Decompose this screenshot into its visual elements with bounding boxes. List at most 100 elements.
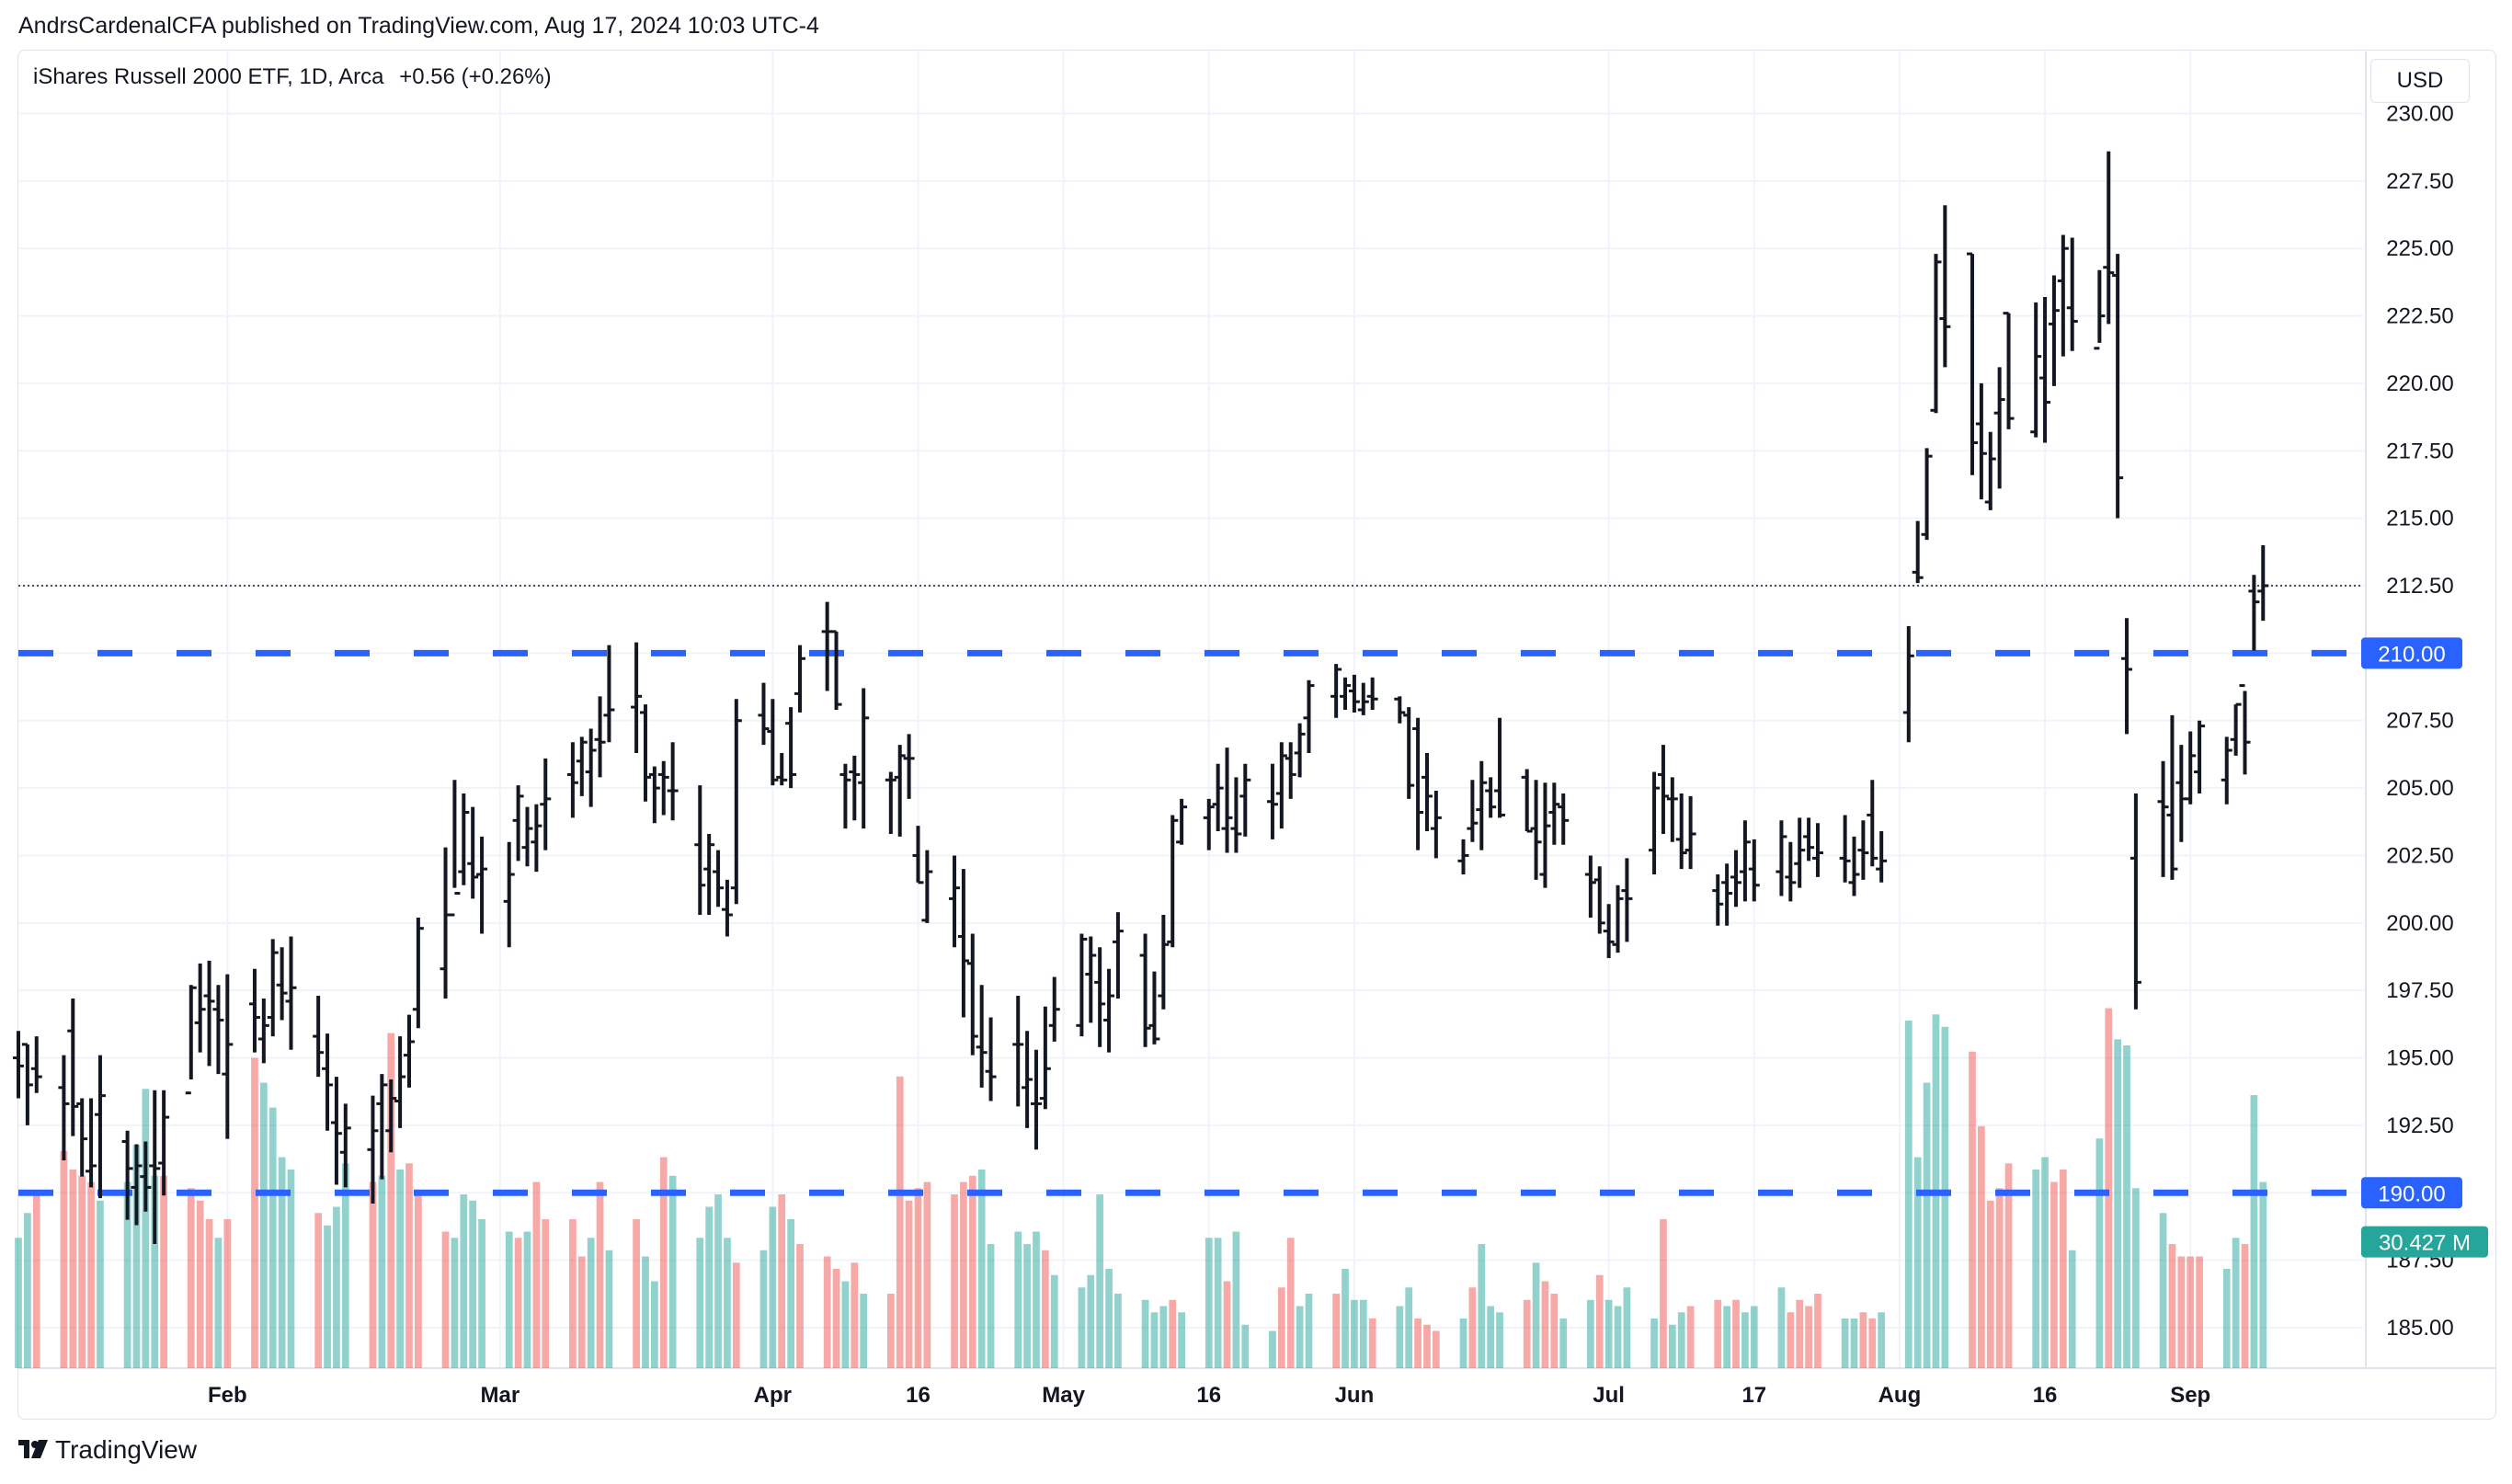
volume-bar [1868, 1318, 1877, 1368]
ohlc-bar [830, 630, 842, 710]
volume-bar [1750, 1306, 1758, 1368]
volume-bar [787, 1219, 794, 1368]
volume-bar [2114, 1039, 2121, 1368]
ohlc-bar [1230, 777, 1242, 853]
volume-bar [32, 1194, 40, 1368]
volume-bar [1014, 1231, 1022, 1368]
time-axis: Feb Mar Apr 16 May 16 Jun Jul 17 Aug 16 Sep [208, 1383, 2210, 1408]
volume-bar [123, 1181, 131, 1368]
tradingview-logo[interactable]: TradingView [18, 1435, 197, 1465]
ohlc-bar [1857, 820, 1869, 880]
volume-bar [759, 1250, 768, 1368]
ohlc-bar [1403, 707, 1415, 799]
volume-bar [1541, 1281, 1549, 1368]
ohlc-bar [121, 1130, 133, 1220]
price-tick-label: 200.00 [2386, 911, 2453, 936]
ohlc-bar [185, 985, 197, 1095]
volume-bar [1978, 1125, 1985, 1368]
volume-bar [69, 1170, 77, 1368]
volume-bar [1241, 1324, 1250, 1368]
ohlc-bar [1785, 841, 1797, 902]
volume-bar [1995, 1188, 2004, 1368]
volume-bar [2196, 1256, 2203, 1368]
volume-bar [2095, 1138, 2104, 1368]
volume-bar [1604, 1299, 1613, 1368]
ohlc-bar [1303, 679, 1315, 753]
volume-bar [1159, 1306, 1168, 1368]
time-tick-label: 16 [1196, 1383, 1221, 1408]
volume-bar [287, 1170, 295, 1368]
ohlc-bar [339, 1103, 351, 1188]
price-tick-label: 195.00 [2386, 1046, 2453, 1071]
volume-bar [451, 1238, 459, 1368]
ohlc-bar [1739, 820, 1751, 902]
ohlc-bar [1340, 677, 1352, 710]
volume-bar [1723, 1306, 1730, 1368]
volume-bar [1559, 1318, 1568, 1368]
symbol-legend[interactable]: iShares Russell 2000 ETF, 1D, Arca +0.56… [33, 64, 552, 90]
volume-bar [1841, 1318, 1849, 1368]
ohlc-bar [367, 1095, 379, 1204]
volume-bar [1286, 1238, 1295, 1368]
horizontal-lines [18, 585, 2363, 1196]
ohlc-bar [1221, 748, 1233, 853]
volume-bar [415, 1194, 422, 1368]
ohlc-bar [1666, 777, 1678, 842]
volume-bar [1550, 1294, 1559, 1368]
volume-bar [260, 1082, 268, 1368]
volume-bar [596, 1181, 604, 1368]
volume-bar [78, 1175, 86, 1368]
ohlc-bar [1430, 791, 1442, 859]
volume-bar [460, 1194, 468, 1368]
volume-bar [968, 1175, 976, 1368]
ohlc-bar [1294, 723, 1306, 778]
ohlc-bar [2057, 234, 2069, 357]
price-tick-label: 217.50 [2386, 439, 2453, 463]
volume-bar [1096, 1194, 1104, 1368]
ohlc-bar [1848, 836, 1860, 896]
ohlc-bar [257, 998, 269, 1064]
volume-bar [1941, 1026, 1949, 1368]
volume-series [15, 1008, 2267, 1368]
volume-bar [2232, 1238, 2240, 1368]
ohlc-bar [1394, 696, 1406, 724]
ohlc-bar [21, 1043, 33, 1125]
ohlc-bar [2103, 151, 2115, 325]
volume-bar [2241, 1244, 2249, 1368]
ohlc-bar [58, 1055, 70, 1161]
ohlc-bar [767, 699, 779, 786]
ohlc-bar [1993, 367, 2005, 489]
ohlc-bar [2112, 254, 2124, 519]
ohlc-bar [1467, 780, 1479, 842]
volume-bar [132, 1145, 141, 1368]
volume-bar [2032, 1170, 2040, 1368]
ohlc-bar [1748, 839, 1760, 902]
ohlc-bar [222, 974, 234, 1139]
volume-bar [1523, 1299, 1531, 1368]
volume-bar [1532, 1262, 1540, 1368]
ohlc-bar [985, 1017, 997, 1102]
currency-selector[interactable]: USD [2370, 59, 2470, 103]
ohlc-bar [1203, 798, 1215, 850]
volume-bar [1668, 1324, 1676, 1368]
volume-bar [860, 1294, 868, 1368]
volume-bar [977, 1170, 986, 1368]
price-change: +0.56 (+0.26%) [399, 64, 552, 89]
time-tick-label: Apr [754, 1383, 792, 1408]
ohlc-bar [330, 1077, 342, 1185]
ohlc-bar [1285, 742, 1296, 799]
ohlc-bar [2094, 269, 2106, 350]
volume-bar [151, 1175, 159, 1368]
ohlc-bar [1811, 823, 1823, 877]
volume-bar [1913, 1157, 1922, 1368]
volume-bar [1595, 1274, 1604, 1368]
volume-bar [97, 1200, 104, 1368]
volume-bar [1487, 1306, 1495, 1368]
volume-bar [1423, 1324, 1431, 1368]
ohlc-bar [576, 736, 588, 796]
time-tick-label: Feb [208, 1383, 247, 1408]
volume-bar [2187, 1256, 2195, 1368]
volume-bar [1078, 1287, 1086, 1368]
ohlc-bar [1521, 769, 1533, 833]
